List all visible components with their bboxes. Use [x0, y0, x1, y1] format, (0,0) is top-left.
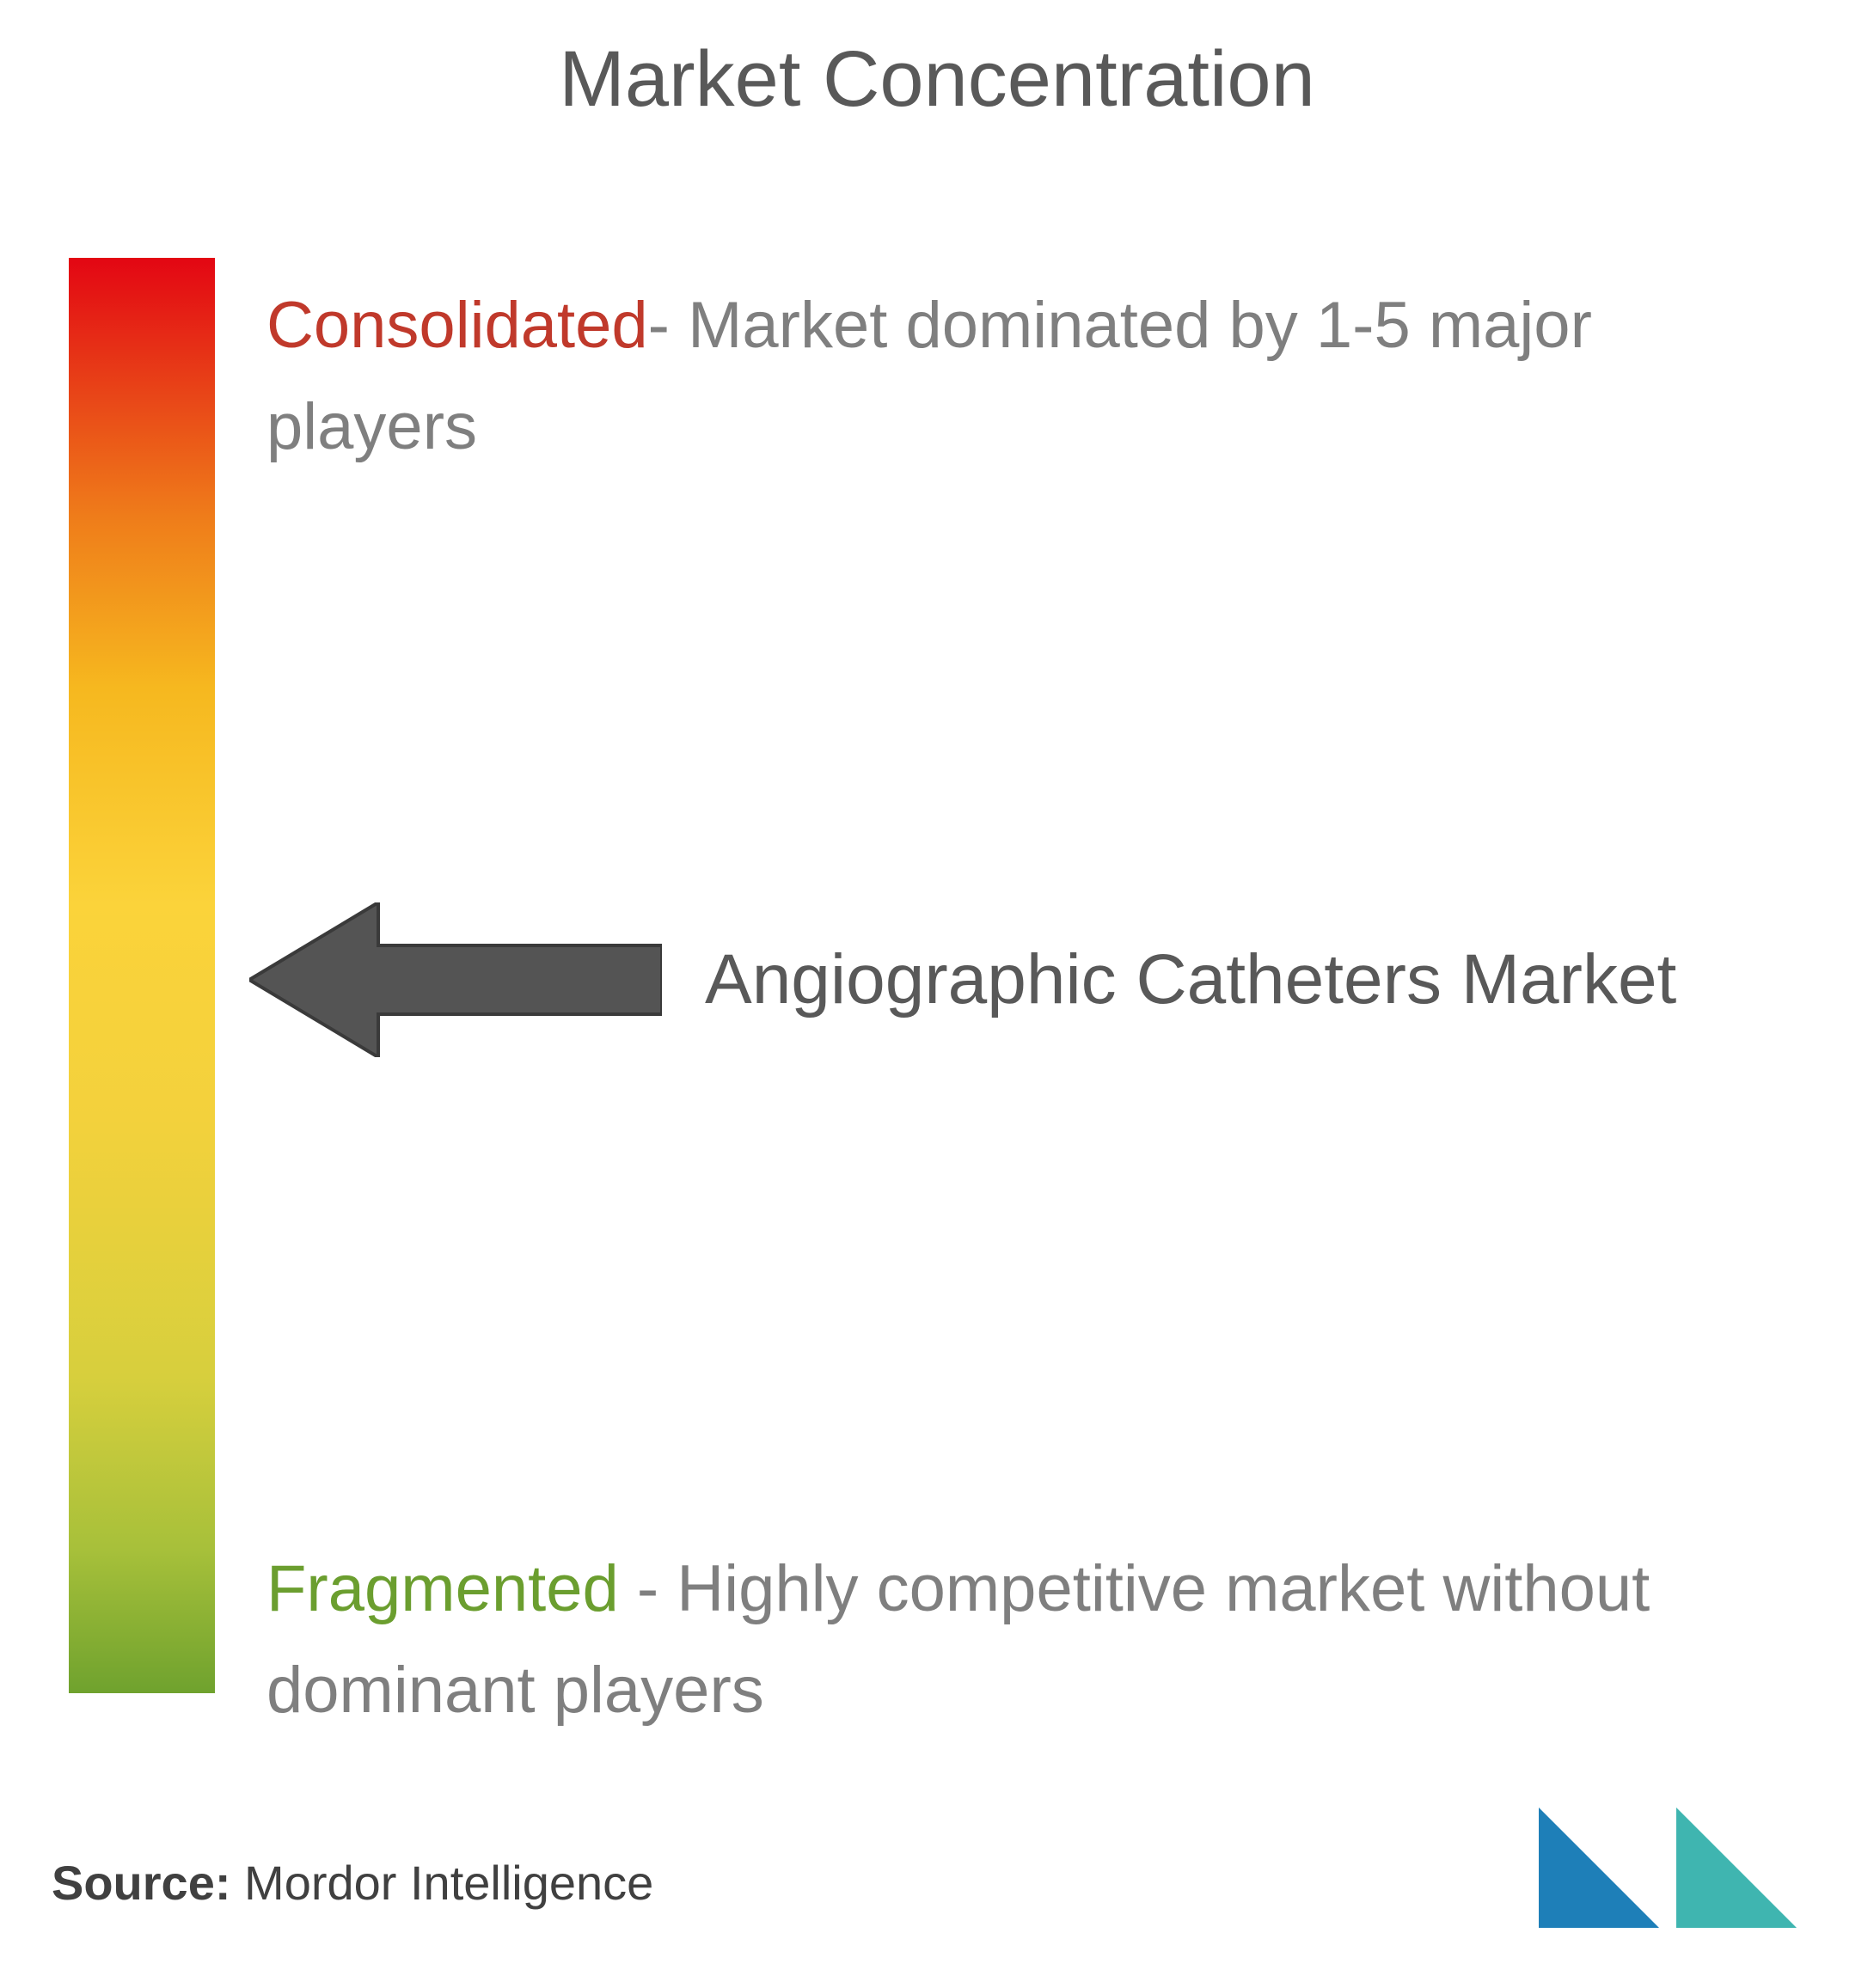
consolidated-keyword: Consolidated — [266, 289, 648, 362]
source-value: Mordor Intelligence — [231, 1856, 654, 1910]
consolidated-label: Consolidated- Market dominated by 1-5 ma… — [266, 275, 1728, 478]
fragmented-keyword: Fragmented — [266, 1552, 619, 1625]
mordor-logo-icon — [1539, 1782, 1797, 1928]
arrow-left-icon — [249, 902, 662, 1057]
market-name-label: Angiographic Catheters Market — [705, 939, 1676, 1020]
market-pointer: Angiographic Catheters Market — [249, 902, 1676, 1057]
fragmented-label: Fragmented - Highly competitive market w… — [266, 1538, 1728, 1741]
chart-title: Market Concentration — [0, 34, 1874, 125]
source-attribution: Source: Mordor Intelligence — [52, 1855, 653, 1911]
concentration-gradient-bar — [69, 258, 215, 1693]
source-label: Source: — [52, 1856, 231, 1910]
